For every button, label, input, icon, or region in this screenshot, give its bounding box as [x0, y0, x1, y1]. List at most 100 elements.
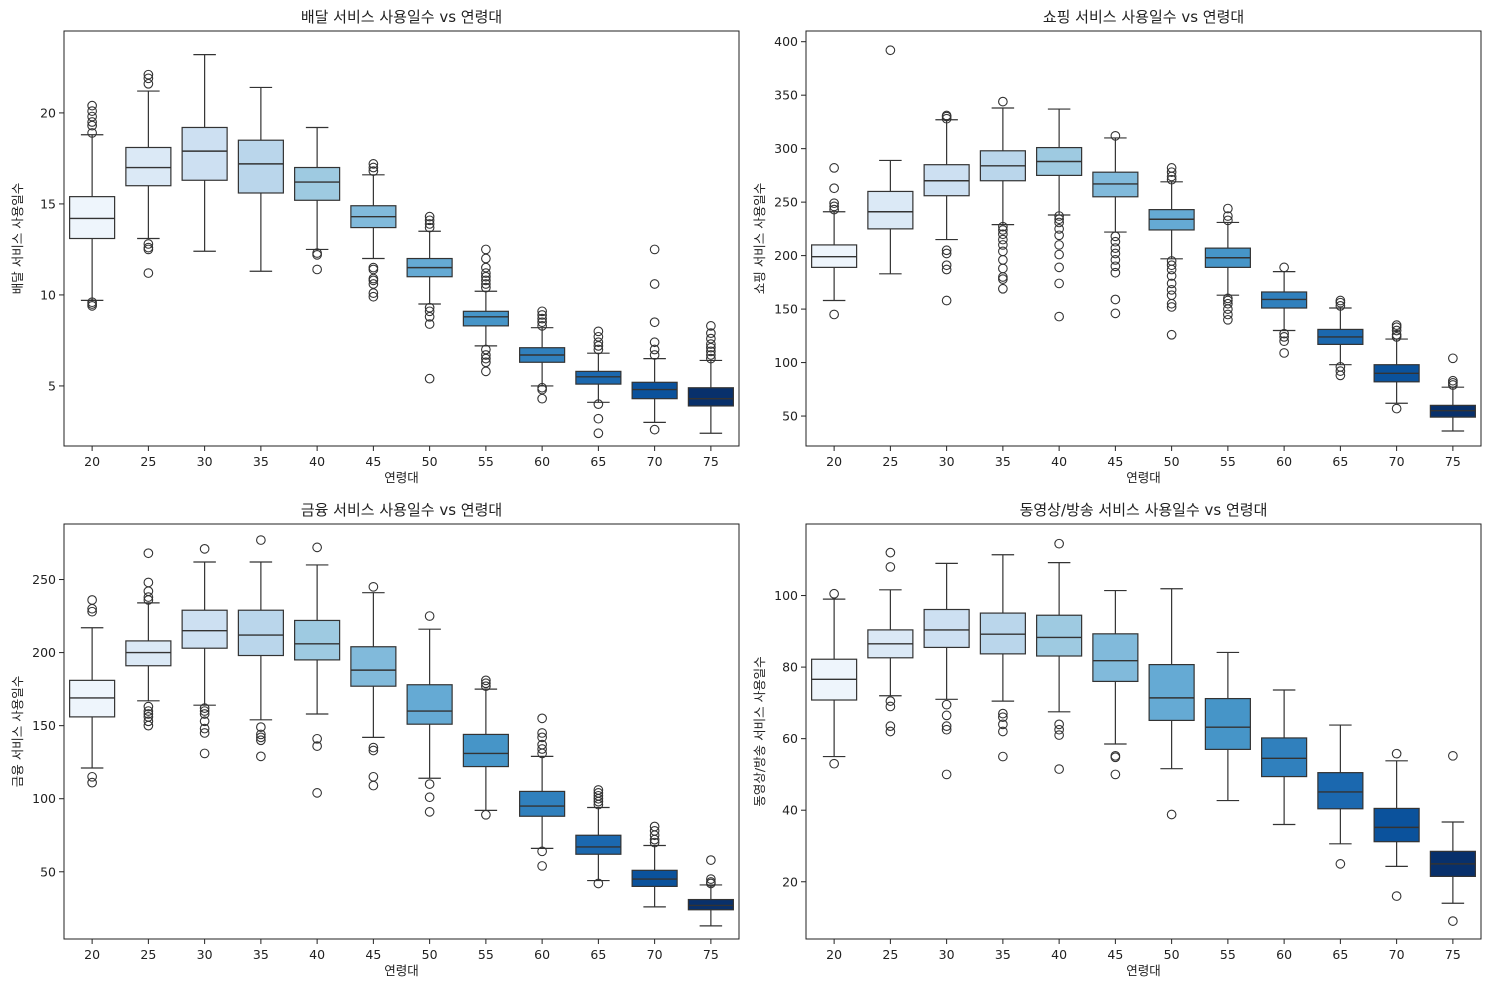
chart-panel-1: 배달 서비스 사용일수 vs 연령대 5 10 15 20 20 25 30 35 40 45 50 5…: [10, 8, 740, 485]
outlier-point: [537, 393, 547, 404]
x-tick-label: 75: [703, 947, 719, 962]
box-75: [1429, 353, 1476, 432]
outlier-point: [998, 240, 1008, 250]
outlier-point: [537, 861, 547, 871]
outlier-point: [593, 331, 604, 342]
plot-frame: [63, 30, 740, 447]
x-tick-label: 50: [422, 947, 438, 962]
x-tick-label: 35: [253, 947, 269, 962]
outlier-point: [481, 279, 491, 289]
iqr-box: [237, 139, 284, 194]
x-axis-label: 연령대: [1126, 470, 1161, 485]
outlier-point: [537, 728, 547, 738]
outlier-point: [368, 159, 379, 169]
outlier-point: [424, 219, 435, 229]
y-tick-label: 200: [32, 645, 56, 660]
iqr-box: [406, 684, 453, 725]
outlier-point: [481, 268, 491, 278]
iqr-box: [923, 608, 970, 649]
x-tick-label: 40: [309, 454, 325, 469]
x-tick-label: 20: [826, 947, 842, 962]
x-tick-label: 50: [422, 454, 438, 469]
iqr-box: [575, 370, 622, 385]
iqr-box: [237, 609, 284, 657]
outlier-point: [143, 242, 154, 253]
outlier-point: [649, 279, 660, 289]
outlier-point: [1391, 320, 1402, 330]
outlier-point: [87, 595, 97, 605]
x-tick-label: 25: [882, 454, 898, 469]
outlier-point: [998, 96, 1008, 107]
outlier-point: [312, 741, 322, 751]
outlier-point: [537, 313, 547, 324]
box-30: [181, 543, 228, 759]
outlier-point: [1448, 375, 1458, 386]
outlier-point: [885, 701, 896, 712]
outlier-point: [1054, 724, 1064, 735]
y-tick-label: 200: [774, 248, 798, 263]
outlier-point: [1110, 243, 1121, 253]
x-axis-label: 연령대: [384, 470, 419, 485]
outlier-point: [941, 264, 952, 275]
outlier-point: [1335, 295, 1346, 306]
outlier-point: [829, 201, 839, 212]
outlier-point: [998, 719, 1008, 730]
outlier-point: [537, 739, 547, 750]
outlier-point: [1054, 311, 1064, 322]
outlier-point: [143, 268, 154, 278]
box-70: [1373, 748, 1420, 901]
outlier-point: [998, 708, 1008, 719]
chart-title: 동영상/방송 서비스 사용일수 vs 연령대: [1020, 501, 1268, 519]
outlier-point: [706, 339, 716, 349]
outlier-point: [424, 215, 435, 226]
outlier-point: [593, 878, 604, 889]
box-55: [1204, 203, 1251, 325]
y-tick-label: 250: [774, 195, 798, 210]
y-tick-label: 40: [782, 803, 798, 818]
x-tick-label: 75: [1445, 454, 1461, 469]
iqr-box: [575, 834, 622, 855]
outlier-point: [649, 337, 660, 348]
outlier-point: [1110, 130, 1121, 141]
outlier-point: [312, 788, 322, 798]
outlier-point: [998, 246, 1008, 257]
outlier-point: [1279, 262, 1289, 273]
outlier-point: [256, 751, 266, 762]
box-75: [1429, 750, 1476, 926]
outlier-point: [1166, 284, 1177, 295]
x-tick-label: 35: [995, 454, 1011, 469]
outlier-point: [829, 309, 839, 320]
outlier-point: [649, 244, 660, 255]
outlier-point: [885, 726, 896, 737]
outlier-point: [941, 721, 952, 731]
outlier-point: [1110, 236, 1121, 247]
box-45: [350, 159, 397, 302]
outlier-point: [87, 777, 97, 788]
y-axis-label: 배달 서비스 사용일수: [10, 183, 25, 294]
outlier-point: [256, 535, 266, 545]
x-tick-label: 65: [590, 947, 606, 962]
outlier-point: [593, 428, 604, 439]
outlier-point: [998, 221, 1008, 232]
iqr-box: [462, 310, 509, 327]
outlier-point: [87, 128, 97, 138]
x-tick-label: 20: [84, 947, 100, 962]
outlier-point: [143, 69, 154, 80]
y-tick-label: 15: [40, 196, 56, 211]
outlier-point: [1054, 538, 1064, 549]
outlier-point: [199, 703, 210, 713]
outlier-point: [256, 722, 266, 732]
outlier-point: [537, 310, 547, 320]
outlier-point: [368, 745, 379, 756]
outlier-point: [424, 302, 435, 313]
outlier-point: [368, 742, 379, 753]
y-axis-label: 동영상/방송 서비스 사용일수: [752, 656, 767, 806]
outlier-point: [706, 350, 716, 360]
outlier-point: [87, 111, 97, 122]
y-tick-label: 50: [40, 864, 56, 879]
outlier-point: [199, 723, 210, 734]
x-axis-label: 연령대: [384, 963, 419, 978]
iqr-box: [350, 646, 397, 687]
x-tick-label: 30: [197, 947, 213, 962]
outlier-point: [649, 826, 660, 836]
